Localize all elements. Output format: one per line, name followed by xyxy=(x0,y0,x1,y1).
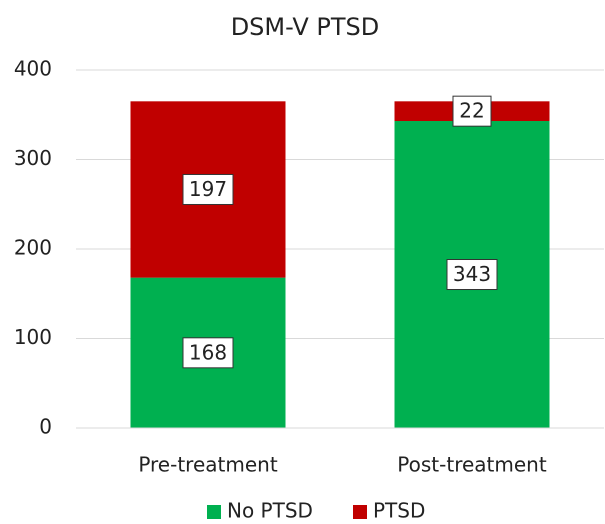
x-tick-label: Pre-treatment xyxy=(138,453,278,477)
data-label-box xyxy=(182,173,234,205)
x-tick-label: Post-treatment xyxy=(397,453,547,477)
y-tick-label: 100 xyxy=(14,325,52,349)
y-tick-label: 300 xyxy=(14,146,52,170)
legend-swatch xyxy=(207,505,221,519)
data-label: 197 xyxy=(189,177,227,201)
data-label-box xyxy=(446,259,498,291)
legend-swatch xyxy=(353,505,367,519)
data-label: 22 xyxy=(459,99,484,123)
y-tick-label: 400 xyxy=(14,57,52,81)
data-label: 343 xyxy=(453,262,491,286)
data-label: 168 xyxy=(189,340,227,364)
legend-label: No PTSD xyxy=(227,499,313,523)
data-label-box xyxy=(182,337,234,369)
chart-title: DSM-V PTSD xyxy=(231,13,380,41)
data-label-box xyxy=(452,95,492,127)
legend-label: PTSD xyxy=(373,499,425,523)
y-tick-label: 200 xyxy=(14,236,52,260)
y-tick-label: 0 xyxy=(39,415,52,439)
